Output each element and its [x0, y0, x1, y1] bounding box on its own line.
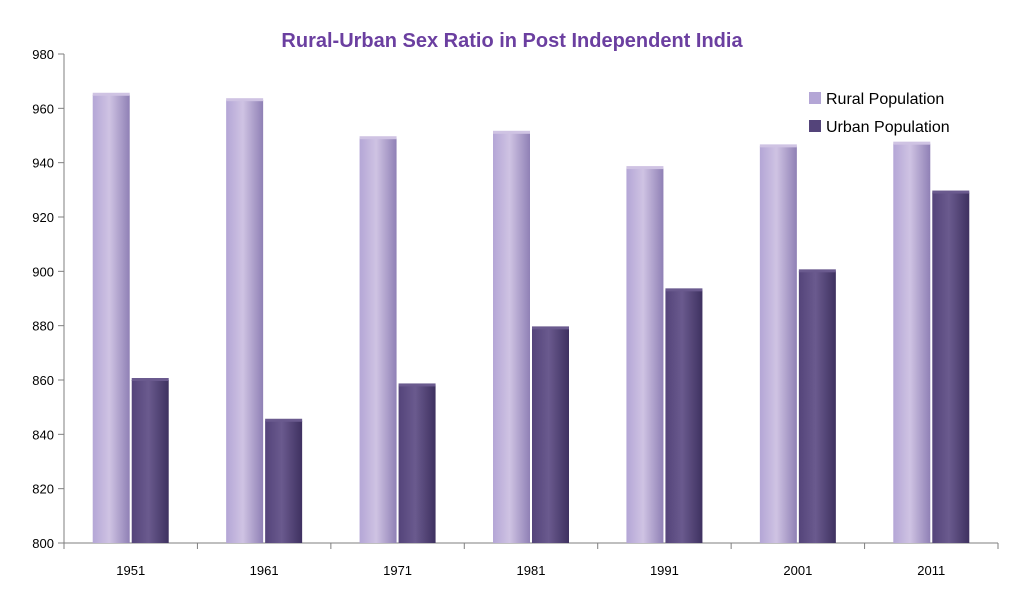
x-tick-label: 2011 [917, 563, 945, 578]
bar-rural-cap [759, 144, 797, 148]
x-tick-label: 1951 [116, 563, 145, 578]
y-tick-label: 820 [32, 482, 54, 497]
bar-urban-cap [932, 190, 970, 194]
x-tick-label: 1981 [517, 563, 546, 578]
bar-urban-cap [532, 326, 569, 330]
bar-rural [92, 94, 130, 543]
y-tick-label: 980 [32, 47, 54, 62]
bar-rural [226, 100, 264, 543]
bar-urban [932, 192, 970, 544]
bar-rural-cap [359, 136, 397, 140]
y-tick-label: 940 [32, 156, 54, 171]
bar-urban-cap [131, 378, 169, 381]
legend-swatch-urban [809, 120, 821, 132]
y-tick-label: 960 [32, 101, 54, 116]
bar-urban-cap [265, 418, 303, 422]
y-tick-label: 860 [32, 373, 54, 388]
x-tick-label: 1971 [383, 563, 412, 578]
legend-label-rural: Rural Population [826, 91, 944, 108]
bar-urban [665, 290, 703, 543]
legend-swatch-rural [809, 92, 821, 104]
bar-rural-cap [226, 98, 264, 102]
bar-rural [626, 168, 664, 543]
bar-rural-cap [626, 166, 664, 170]
bars-group [92, 92, 970, 544]
x-axis: 1951 1961 1971 1981 1991 2001 2011 [63, 542, 999, 578]
x-tick-label: 1961 [250, 563, 279, 578]
bar-rural [359, 138, 397, 543]
y-tick-label: 840 [32, 427, 54, 442]
bar-urban [798, 271, 836, 543]
bar-urban [131, 380, 169, 543]
y-tick-label: 920 [32, 210, 54, 225]
x-tick-label: 1991 [650, 563, 679, 578]
y-tick-label: 880 [32, 319, 54, 334]
y-tick-label: 900 [32, 264, 54, 279]
bar-rural-cap [893, 141, 931, 145]
bar-rural [759, 146, 797, 543]
bar-rural [493, 132, 530, 544]
bar-urban [398, 385, 436, 543]
bar-urban-cap [798, 269, 836, 273]
bar-urban [265, 420, 303, 543]
chart-title: Rural-Urban Sex Ratio in Post Independen… [281, 30, 743, 52]
y-axis: 800 820 840 860 880 900 920 940 960 980 [32, 47, 65, 551]
bar-urban [532, 328, 569, 543]
bar-urban-cap [665, 288, 703, 292]
bar-rural-cap [92, 92, 130, 96]
bar-urban-cap [398, 383, 436, 387]
legend-label-urban: Urban Population [826, 119, 950, 136]
y-tick-label: 800 [32, 536, 54, 551]
bar-rural [893, 143, 931, 543]
legend: Rural Population Urban Population [809, 91, 950, 136]
bar-rural-cap [493, 130, 530, 134]
x-tick-label: 2001 [783, 563, 812, 578]
